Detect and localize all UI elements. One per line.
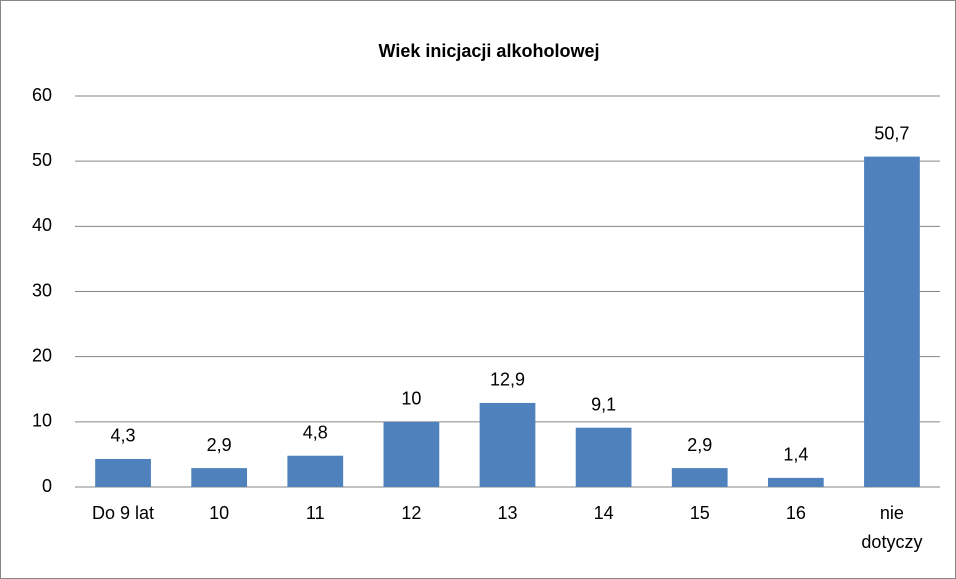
x-tick-label: nie dotyczy xyxy=(861,503,923,552)
y-tick-label: 30 xyxy=(32,280,52,300)
bar xyxy=(191,468,248,487)
x-tick-label: Do 9 lat xyxy=(92,503,155,523)
y-tick-label: 40 xyxy=(32,215,52,235)
value-label: 4,3 xyxy=(111,426,136,446)
x-tick-label: 11 xyxy=(305,503,325,523)
value-label: 4,8 xyxy=(303,422,328,442)
y-tick-label: 50 xyxy=(32,150,52,170)
bar xyxy=(671,468,728,487)
value-label: 12,9 xyxy=(490,370,525,390)
bar xyxy=(383,421,440,487)
bar xyxy=(575,427,632,487)
value-label: 1,4 xyxy=(783,445,808,465)
value-label: 9,1 xyxy=(591,394,616,414)
y-tick-label: 60 xyxy=(32,85,52,105)
bar xyxy=(287,455,344,487)
x-tick-label: 16 xyxy=(785,503,806,523)
x-tick-label: 15 xyxy=(689,503,710,523)
bar xyxy=(767,477,824,487)
x-tick-label: 10 xyxy=(209,503,230,523)
value-label: 2,9 xyxy=(207,435,232,455)
value-label: 50,7 xyxy=(874,123,909,143)
x-tick-label: 12 xyxy=(401,503,422,523)
x-tick-label: 13 xyxy=(497,503,518,523)
bar xyxy=(479,402,536,487)
y-tick-label: 0 xyxy=(42,476,52,496)
bar xyxy=(864,156,920,488)
bar xyxy=(95,458,151,487)
y-tick-label: 20 xyxy=(32,345,52,365)
value-label: 2,9 xyxy=(687,435,712,455)
y-tick-label: 10 xyxy=(32,411,52,431)
chart-title: Wiek inicjacji alkoholowej xyxy=(379,41,600,61)
value-label: 10 xyxy=(401,389,421,409)
x-tick-label: 14 xyxy=(593,503,614,523)
